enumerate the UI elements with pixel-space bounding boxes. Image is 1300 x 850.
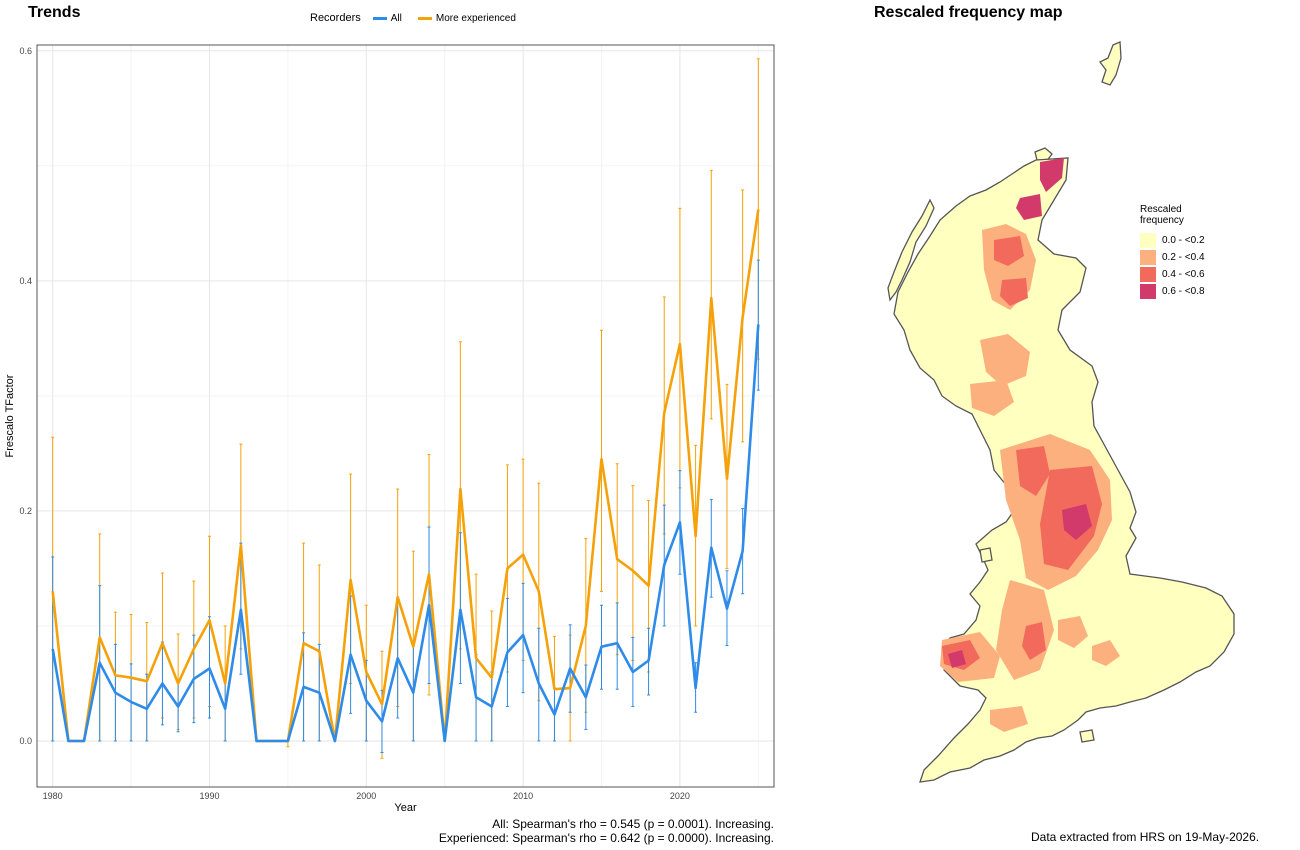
legend-title: Recorders [310, 12, 361, 24]
stats-line-experienced: Experienced: Spearman's rho = 0.642 (p =… [438, 831, 774, 845]
y-tick-label: 0.2 [19, 506, 32, 516]
frequency-map [887, 41, 1235, 783]
map-legend-swatch [1140, 267, 1156, 282]
legend-swatch-all [372, 16, 387, 20]
map-legend: Rescaled frequency 0.0 - <0.2 0.2 - <0.4… [1140, 204, 1210, 300]
map-legend-item: 0.6 - <0.8 [1140, 283, 1210, 300]
x-tick-label: 2020 [670, 791, 690, 801]
map-legend-label: 0.4 - <0.6 [1162, 269, 1205, 280]
footer-note: Data extracted from HRS on 19-May-2026. [1031, 830, 1260, 844]
x-tick-label: 2000 [356, 791, 376, 801]
legend-item-all: All [372, 12, 402, 24]
x-axis-label: Year [394, 802, 417, 814]
map-title: Rescaled frequency map [874, 4, 1063, 21]
legend-label-all: All [390, 12, 402, 24]
trends-title: Trends [28, 4, 81, 21]
map-legend-item: 0.4 - <0.6 [1140, 266, 1210, 283]
y-tick-label: 0.6 [19, 46, 32, 56]
map-legend-label: 0.2 - <0.4 [1162, 252, 1205, 263]
x-tick-label: 1980 [43, 791, 63, 801]
map-legend-swatch [1140, 284, 1156, 299]
legend-label-experienced: More experienced [435, 12, 516, 24]
legend-swatch-experienced [417, 16, 432, 20]
map-isle-of-wight [1079, 729, 1095, 743]
x-tick-label: 1990 [199, 791, 219, 801]
stats-text: All: Spearman's rho = 0.545 (p = 0.0001)… [439, 817, 774, 845]
y-axis-label: Frescalo TFactor [4, 374, 16, 457]
stats-line-all: All: Spearman's rho = 0.545 (p = 0.0001)… [492, 817, 774, 831]
x-tick-label: 2010 [513, 791, 533, 801]
map-hebrides [887, 198, 935, 302]
map-shetland [1099, 41, 1122, 86]
legend-item-experienced: More experienced [417, 12, 516, 24]
map-legend-label: 0.0 - <0.2 [1162, 235, 1205, 246]
map-legend-title: Rescaled frequency [1140, 204, 1184, 226]
map-legend-swatch [1140, 250, 1156, 265]
y-tick-label: 0.4 [19, 276, 32, 286]
map-orkney [1034, 147, 1053, 163]
trend-chart: 1980 1990 2000 2010 2020 0.0 0.2 0.4 0.6 Year Fres… [4, 44, 775, 814]
y-tick-label: 0.0 [19, 736, 32, 746]
map-legend-item: 0.2 - <0.4 [1140, 249, 1210, 266]
series-line-all [51, 324, 760, 743]
plot-border [36, 44, 775, 788]
series-line-experienced [51, 209, 760, 743]
map-legend-swatch [1140, 233, 1156, 248]
map-land [887, 41, 1235, 783]
map-legend-item: 0.0 - <0.2 [1140, 232, 1210, 249]
chart-legend: Recorders All More experienced [310, 12, 526, 24]
map-freq-0.6 [948, 158, 1092, 668]
map-legend-label: 0.6 - <0.8 [1162, 286, 1205, 297]
map-anglesey [979, 547, 993, 563]
